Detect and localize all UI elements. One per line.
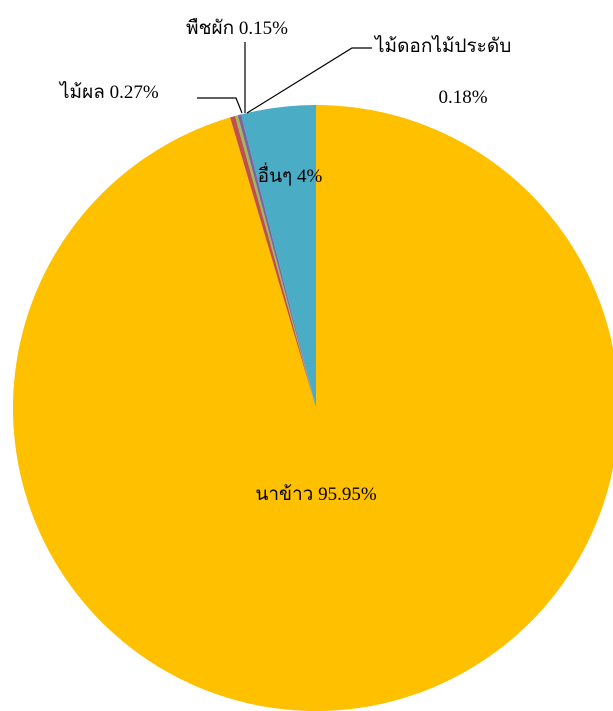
slice-ornamental: [237, 114, 316, 408]
slice-other: [241, 105, 316, 408]
slice-rice: [13, 105, 613, 711]
pie-slices: [13, 105, 613, 711]
leader-line-fruit: [197, 97, 243, 114]
leader-line-ornamental: [246, 47, 372, 114]
label-fruit: ไม้ผล 0.27%: [58, 81, 159, 103]
slice-vegetable: [235, 115, 316, 409]
label-ornamental-line2: 0.18%: [438, 87, 487, 108]
label-vegetable: พืชผัก 0.15%: [186, 18, 288, 39]
label-rice: นาข้าว 95.95%: [255, 484, 376, 505]
label-other: อื่นๆ 4%: [258, 162, 323, 187]
label-ornamental-line1: ไม้ดอกไม้ประดับ: [373, 35, 511, 57]
slice-fruit: [230, 116, 316, 409]
